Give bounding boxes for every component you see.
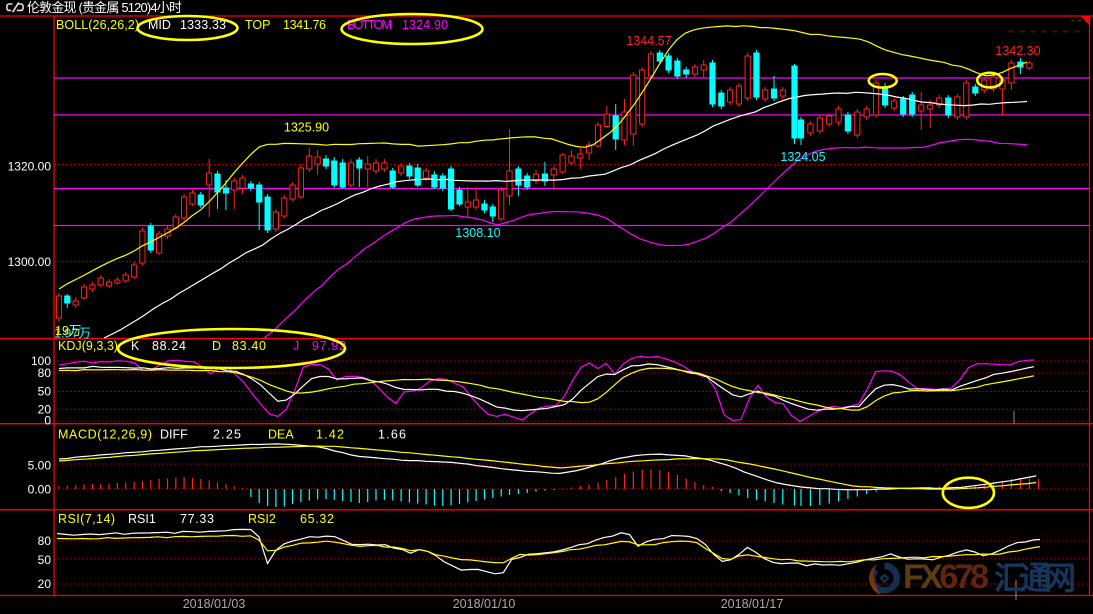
svg-text:TOP: TOP [245, 18, 270, 32]
svg-text:KDJ(9,3,3): KDJ(9,3,3) [58, 339, 118, 353]
svg-text:80: 80 [38, 534, 52, 548]
svg-text:MACD(12,26,9): MACD(12,26,9) [58, 428, 152, 442]
svg-text:2.25: 2.25 [213, 428, 241, 442]
svg-text:BOTTOM: BOTTOM [347, 18, 392, 32]
svg-text:1333.33: 1333.33 [180, 18, 226, 32]
svg-text:97.92: 97.92 [312, 339, 346, 353]
svg-text:80: 80 [38, 366, 52, 380]
svg-text:19万: 19万 [55, 324, 81, 338]
svg-text:5.00: 5.00 [28, 458, 52, 472]
svg-text:D: D [212, 339, 221, 353]
svg-text:20: 20 [38, 402, 52, 416]
svg-text:0: 0 [44, 414, 51, 428]
svg-text:RSI1: RSI1 [128, 512, 156, 526]
svg-text:RSI2: RSI2 [248, 512, 276, 526]
svg-text:1324.05: 1324.05 [780, 150, 825, 164]
svg-text:J: J [293, 339, 299, 353]
svg-text:FX678: FX678 [903, 558, 989, 596]
svg-text:2018/01/03: 2018/01/03 [183, 597, 246, 611]
svg-text:50: 50 [38, 553, 52, 567]
svg-text:1344.57: 1344.57 [626, 34, 671, 48]
svg-text:2018/01/10: 2018/01/10 [453, 597, 516, 611]
svg-text:0.00: 0.00 [28, 483, 52, 497]
svg-text:DEA: DEA [268, 428, 294, 442]
svg-text:1.42: 1.42 [316, 428, 344, 442]
svg-text:BOLL(26,26,2): BOLL(26,26,2) [56, 18, 139, 32]
svg-text:88.24: 88.24 [152, 339, 186, 353]
svg-text:DIFF: DIFF [160, 428, 188, 442]
svg-text:1300.00: 1300.00 [8, 255, 52, 269]
svg-text:1324.90: 1324.90 [402, 18, 448, 32]
svg-text:1325.90: 1325.90 [284, 121, 329, 135]
svg-text:50: 50 [38, 385, 52, 399]
svg-text:1342.30: 1342.30 [995, 44, 1040, 58]
svg-text:77.33: 77.33 [180, 512, 214, 526]
svg-text:1.97万: 1.97万 [54, 327, 91, 341]
svg-text:1320.00: 1320.00 [8, 160, 52, 174]
svg-text:K: K [131, 339, 140, 353]
svg-text:MID: MID [148, 18, 171, 32]
svg-text:20: 20 [38, 577, 52, 591]
svg-text:汇通网: 汇通网 [994, 560, 1076, 596]
svg-text:1308.10: 1308.10 [455, 226, 500, 240]
svg-text:83.40: 83.40 [232, 339, 266, 353]
svg-text:2018/01/17: 2018/01/17 [721, 597, 784, 611]
svg-text:100: 100 [31, 354, 51, 368]
svg-text:1341.76: 1341.76 [283, 18, 326, 32]
svg-text:65.32: 65.32 [300, 512, 334, 526]
svg-text:伦敦金现 (贵金属 5120)4小时: 伦敦金现 (贵金属 5120)4小时 [27, 0, 182, 15]
svg-text:1.66: 1.66 [378, 428, 406, 442]
svg-text:RSI(7,14): RSI(7,14) [58, 512, 115, 526]
